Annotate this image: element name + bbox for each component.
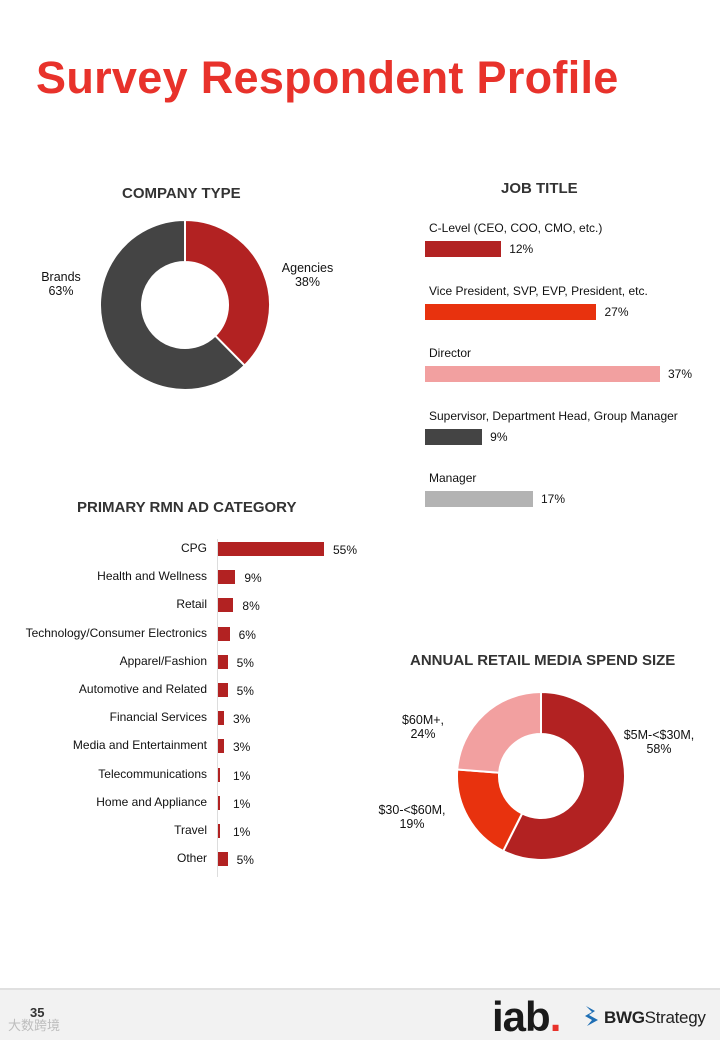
page-number: 35 bbox=[30, 1005, 45, 1020]
job-title-value-2: 37% bbox=[668, 367, 693, 381]
job-title-value-0: 12% bbox=[509, 242, 534, 256]
brands-name: Brands bbox=[41, 270, 81, 284]
spend-30m-value: 19% bbox=[399, 817, 425, 831]
agencies-value: 38% bbox=[294, 275, 321, 289]
rmn-category-label-6: Financial Services bbox=[109, 710, 207, 725]
rmn-category-label-9: Home and Appliance bbox=[96, 794, 207, 809]
rmn-category-value-0: 55% bbox=[333, 543, 358, 557]
rmn-category-bar-2 bbox=[218, 598, 234, 613]
job-title-value-1: 27% bbox=[604, 304, 629, 319]
company-type-slice-0 bbox=[184, 218, 271, 367]
rmn-category-label-7: Media and Entertainment bbox=[72, 738, 207, 753]
rmn-category-bar-10 bbox=[218, 824, 220, 838]
rmn-category-title: PRIMARY RMN AD CATEGORY bbox=[77, 499, 297, 516]
rmn-category-bar-3 bbox=[218, 626, 230, 641]
agencies-name: Agencies bbox=[281, 261, 334, 275]
rmn-category-bar-6 bbox=[218, 711, 224, 726]
rmn-category-label-1: Health and Wellness bbox=[97, 569, 207, 584]
spend-size-title: ANNUAL RETAIL MEDIA SPEND SIZE bbox=[410, 652, 676, 669]
job-title-bar-1 bbox=[425, 303, 597, 320]
rmn-category-bar-4 bbox=[218, 654, 228, 669]
job-title-category-4: Manager bbox=[429, 471, 477, 485]
rmn-category-value-3: 6% bbox=[238, 627, 256, 642]
spend-30m-label: $30-<$60M, 19% bbox=[372, 803, 452, 831]
rmn-category-value-4: 5% bbox=[236, 655, 254, 670]
rmn-category-label-2: Retail bbox=[176, 597, 207, 612]
company-type-slice-1 bbox=[99, 218, 247, 391]
job-title-value-4: 17% bbox=[540, 492, 565, 506]
job-title-value-3: 9% bbox=[490, 429, 508, 444]
bwg-chevron-icon bbox=[585, 1006, 598, 1026]
rmn-category-bar-0 bbox=[218, 542, 324, 556]
rmn-category-label-0: CPG bbox=[180, 541, 207, 555]
rmn-category-label-10: Travel bbox=[174, 823, 207, 837]
rmn-category-bar-1 bbox=[218, 570, 236, 585]
spend-30m-name: $30-<$60M, bbox=[378, 803, 446, 817]
bwg-logo-rest: Strategy bbox=[644, 1008, 706, 1027]
rmn-category-value-8: 1% bbox=[233, 768, 251, 783]
brands-label: Brands 63% bbox=[26, 270, 96, 298]
rmn-category-bar-5 bbox=[218, 683, 228, 697]
rmn-category-value-2: 8% bbox=[242, 599, 260, 614]
page-title: Survey Respondent Profile bbox=[36, 52, 619, 103]
job-title-title: JOB TITLE bbox=[501, 180, 578, 197]
bwg-logo-bold: BWG bbox=[604, 1008, 645, 1027]
rmn-category-value-5: 5% bbox=[236, 684, 254, 698]
rmn-category-bar-9 bbox=[218, 795, 220, 810]
rmn-category-bar-7 bbox=[218, 739, 224, 754]
watermark: 大数跨境 bbox=[8, 1018, 61, 1033]
footer-band bbox=[0, 988, 720, 1040]
rmn-category-axis bbox=[217, 539, 218, 878]
job-title-bar-4 bbox=[425, 491, 533, 507]
rmn-category-bar-8 bbox=[218, 767, 220, 782]
company-type-donut bbox=[99, 218, 271, 391]
spend-5m-value: 58% bbox=[646, 742, 672, 756]
spend-size-donut bbox=[456, 690, 626, 861]
spend-60m-label: $60M+, 24% bbox=[392, 713, 454, 741]
rmn-category-label-5: Automotive and Related bbox=[78, 682, 207, 696]
spend-60m-value: 24% bbox=[410, 727, 436, 741]
job-title-bar-0 bbox=[425, 241, 502, 257]
spend-5m-name: $5M-<$30M, bbox=[623, 728, 695, 742]
rmn-category-value-9: 1% bbox=[233, 796, 251, 811]
company-type-title: COMPANY TYPE bbox=[122, 185, 241, 202]
brands-value: 63% bbox=[48, 284, 74, 298]
iab-logo-text: iab bbox=[492, 993, 551, 1040]
spend-5m-label: $5M-<$30M, 58% bbox=[616, 728, 702, 756]
rmn-category-label-11: Other bbox=[176, 851, 207, 866]
job-title-category-3: Supervisor, Department Head, Group Manag… bbox=[429, 408, 678, 423]
rmn-category-value-10: 1% bbox=[233, 825, 251, 839]
rmn-category-value-11: 5% bbox=[236, 853, 254, 868]
agencies-label: Agencies 38% bbox=[270, 261, 345, 289]
bwg-strategy-logo: BWGStrategy bbox=[585, 1006, 706, 1028]
rmn-category-label-3: Technology/Consumer Electronics bbox=[25, 625, 207, 640]
iab-logo-dot: . bbox=[549, 993, 562, 1040]
rmn-category-value-7: 3% bbox=[233, 740, 251, 755]
rmn-category-bar-11 bbox=[218, 852, 228, 867]
job-title-category-2: Director bbox=[429, 346, 472, 360]
rmn-category-value-1: 9% bbox=[244, 571, 262, 586]
job-title-category-0: C-Level (CEO, COO, CMO, etc.) bbox=[429, 221, 603, 235]
rmn-category-value-6: 3% bbox=[233, 712, 251, 727]
job-title-category-1: Vice President, SVP, EVP, President, etc… bbox=[429, 283, 648, 298]
job-title-bar-2 bbox=[425, 366, 660, 382]
iab-logo: iab. bbox=[492, 993, 562, 1040]
spend-size-slice-2 bbox=[456, 690, 542, 774]
job-title-bar-3 bbox=[425, 428, 483, 445]
spend-size-slice-0 bbox=[501, 690, 626, 861]
spend-60m-name: $60M+, bbox=[401, 713, 445, 727]
rmn-category-label-4: Apparel/Fashion bbox=[119, 653, 207, 668]
rmn-category-label-8: Telecommunications bbox=[98, 766, 207, 781]
